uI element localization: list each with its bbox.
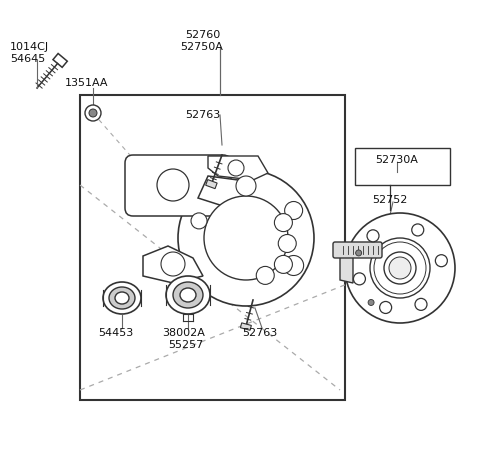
- Circle shape: [412, 224, 424, 236]
- Text: 52730A: 52730A: [375, 155, 418, 165]
- Circle shape: [157, 169, 189, 201]
- Ellipse shape: [115, 292, 129, 304]
- Circle shape: [275, 255, 292, 273]
- Bar: [355, 148, 450, 185]
- Circle shape: [370, 238, 430, 298]
- Ellipse shape: [109, 287, 135, 309]
- Text: 38002A: 38002A: [162, 328, 205, 338]
- Ellipse shape: [166, 276, 210, 314]
- Circle shape: [389, 257, 411, 279]
- Circle shape: [415, 298, 427, 310]
- Circle shape: [275, 213, 292, 232]
- Circle shape: [384, 252, 416, 284]
- Circle shape: [435, 255, 447, 267]
- Circle shape: [278, 234, 296, 253]
- FancyBboxPatch shape: [333, 242, 382, 258]
- Text: 55257: 55257: [168, 340, 203, 350]
- Text: 1014CJ: 1014CJ: [10, 42, 49, 52]
- Circle shape: [191, 213, 207, 229]
- Circle shape: [356, 250, 361, 256]
- Circle shape: [204, 196, 288, 280]
- Circle shape: [285, 202, 302, 219]
- Circle shape: [368, 299, 374, 305]
- Polygon shape: [208, 156, 268, 180]
- Circle shape: [256, 266, 274, 284]
- Text: 52763: 52763: [242, 328, 277, 338]
- Polygon shape: [340, 253, 353, 283]
- Polygon shape: [143, 246, 203, 283]
- Text: 52750A: 52750A: [180, 42, 223, 52]
- Text: 52760: 52760: [185, 30, 220, 40]
- Text: 54645: 54645: [10, 54, 45, 64]
- Ellipse shape: [173, 282, 203, 308]
- Circle shape: [236, 176, 256, 196]
- Polygon shape: [53, 53, 67, 67]
- Circle shape: [161, 252, 185, 276]
- Circle shape: [345, 213, 455, 323]
- Circle shape: [284, 255, 304, 276]
- Polygon shape: [240, 323, 252, 330]
- Circle shape: [380, 302, 392, 314]
- Circle shape: [85, 105, 101, 121]
- Text: 52763: 52763: [185, 110, 220, 120]
- Circle shape: [367, 230, 379, 242]
- Text: 1351AA: 1351AA: [65, 78, 108, 88]
- Polygon shape: [198, 176, 248, 206]
- Circle shape: [178, 170, 314, 306]
- FancyBboxPatch shape: [125, 155, 231, 216]
- Ellipse shape: [103, 282, 141, 314]
- Ellipse shape: [180, 288, 196, 302]
- Text: 52752: 52752: [372, 195, 408, 205]
- Bar: [80, 95, 345, 400]
- Circle shape: [374, 242, 426, 294]
- Text: 54453: 54453: [98, 328, 133, 338]
- Circle shape: [228, 160, 244, 176]
- Polygon shape: [205, 180, 217, 189]
- Circle shape: [89, 109, 97, 117]
- Circle shape: [353, 273, 365, 285]
